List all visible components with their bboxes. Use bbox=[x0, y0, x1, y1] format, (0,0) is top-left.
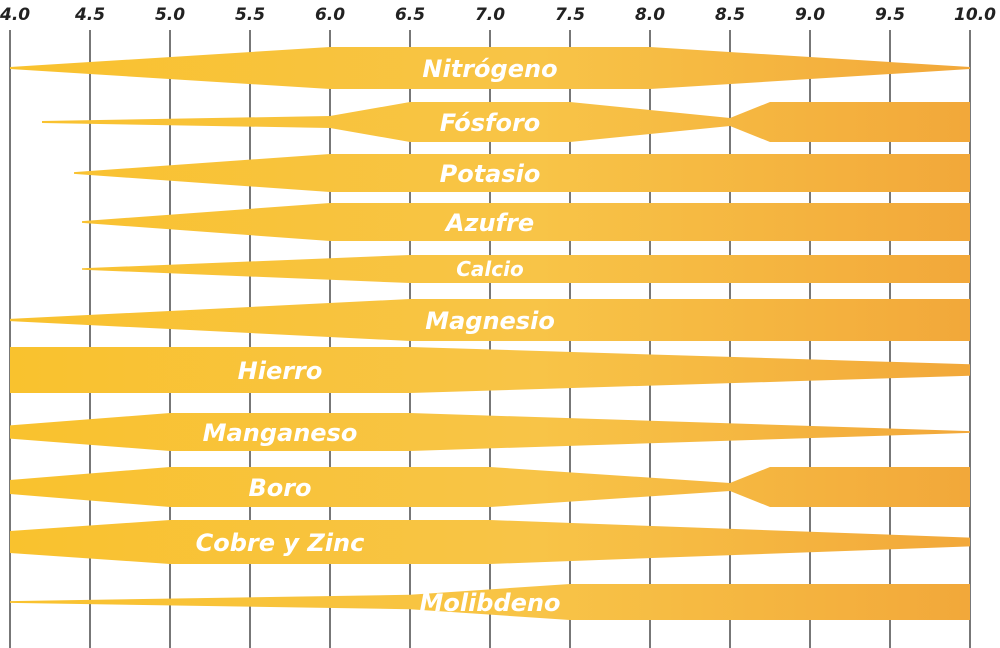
x-tick-label: 5.0 bbox=[155, 5, 185, 25]
band-boro bbox=[10, 467, 970, 507]
band-label-molibdeno: Molibdeno bbox=[419, 589, 560, 617]
band-label-manganeso: Manganeso bbox=[203, 419, 358, 447]
band-label-nitrogeno: Nitrógeno bbox=[422, 55, 557, 83]
band-label-cobre-y-zinc: Cobre y Zinc bbox=[196, 529, 365, 557]
x-tick-label: 8.0 bbox=[635, 5, 665, 25]
band-calcio bbox=[82, 255, 970, 283]
band-label-potasio: Potasio bbox=[440, 160, 541, 188]
band-label-hierro: Hierro bbox=[238, 357, 323, 385]
band-label-azufre: Azufre bbox=[444, 209, 534, 237]
x-tick-label: 7.5 bbox=[555, 5, 585, 25]
band-fosforo bbox=[42, 102, 970, 142]
band-manganeso bbox=[10, 413, 970, 451]
x-tick-label: 10.0 bbox=[954, 5, 996, 25]
band-label-boro: Boro bbox=[248, 474, 311, 502]
x-tick-label: 7.0 bbox=[475, 5, 505, 25]
band-nitrogeno bbox=[10, 47, 970, 89]
x-axis-ticks: 4.0 4.5 5.0 5.5 6.0 6.5 7.0 7.5 8.0 8.5 9.0 9.5 10.0 bbox=[0, 5, 996, 25]
nutrient-labels: Nitrógeno Fósforo Potasio Azufre Calcio Magne… bbox=[196, 55, 561, 617]
band-azufre bbox=[82, 203, 970, 241]
x-tick-label: 6.5 bbox=[395, 5, 425, 25]
x-tick-label: 8.5 bbox=[715, 5, 745, 25]
x-tick-label: 9.0 bbox=[795, 5, 825, 25]
band-label-calcio: Calcio bbox=[456, 257, 524, 281]
x-tick-label: 5.5 bbox=[235, 5, 265, 25]
band-label-magnesio: Magnesio bbox=[425, 307, 555, 335]
band-label-fosforo: Fósforo bbox=[440, 109, 541, 137]
band-magnesio bbox=[10, 299, 970, 341]
x-tick-label: 6.0 bbox=[315, 5, 345, 25]
band-hierro bbox=[10, 347, 970, 393]
x-tick-label: 9.5 bbox=[875, 5, 905, 25]
nutrient-bands bbox=[10, 47, 970, 620]
band-potasio bbox=[74, 154, 970, 192]
x-tick-label: 4.0 bbox=[0, 5, 30, 25]
band-molibdeno bbox=[10, 584, 970, 620]
band-cobre-y-zinc bbox=[10, 520, 970, 564]
x-tick-label: 4.5 bbox=[74, 5, 105, 25]
